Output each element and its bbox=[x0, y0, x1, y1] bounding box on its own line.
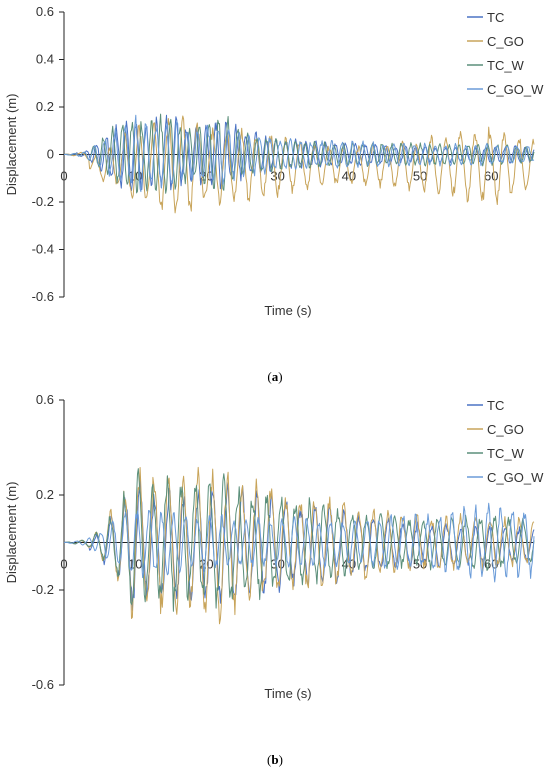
series-line-c-go-w bbox=[63, 502, 535, 583]
legend-label: C_GO_W bbox=[487, 470, 544, 485]
chart-panel-a: -0.6 -0.4 -0.2 0 0.2 0.4 0.6 0 10 20 30 40 50 60 Time … bbox=[0, 0, 550, 360]
series-line-tc-w bbox=[63, 113, 535, 194]
legend-label: TC_W bbox=[487, 446, 525, 461]
y-tick-label: -0.2 bbox=[32, 194, 54, 209]
y-tick-label: -0.4 bbox=[32, 242, 54, 257]
y-tick-label: 0.2 bbox=[36, 99, 54, 114]
y-tick-label: 0.2 bbox=[36, 487, 54, 502]
y-tick-label: 0.4 bbox=[36, 52, 54, 67]
x-tick-label: 30 bbox=[270, 169, 284, 184]
x-tick-label: 60 bbox=[484, 169, 498, 184]
chart-a-svg: -0.6-0.4-0.200.20.40.60 10 20 30 40 50 60Time … bbox=[4, 4, 544, 318]
y-axis-title: Displacement (m) bbox=[4, 94, 19, 196]
series-line-c-go bbox=[63, 466, 535, 625]
panel-label-b-text: b bbox=[271, 752, 279, 767]
legend-label: TC bbox=[487, 398, 504, 413]
x-tick-label: 50 bbox=[413, 169, 427, 184]
y-tick-label: -0.6 bbox=[32, 677, 54, 692]
panel-label-a: (a) bbox=[267, 369, 283, 384]
y-tick-label: 0 bbox=[47, 147, 54, 162]
x-axis-title: Time (s) bbox=[264, 303, 311, 318]
x-tick-label: 0 bbox=[60, 169, 67, 184]
y-tick-label: -0.2 bbox=[32, 582, 54, 597]
y-tick-label: -0.6 bbox=[32, 289, 54, 304]
legend-label: C_GO_W bbox=[487, 82, 544, 97]
x-tick-label: 0 bbox=[60, 557, 67, 572]
legend-label: C_GO bbox=[487, 34, 524, 49]
chart-panel-b: -0.6 -0.2 0.2 0.6 0 10 20 30 40 50 60 Time (s) Displ… bbox=[0, 388, 550, 748]
series-line-c-go-w bbox=[63, 114, 535, 193]
legend-label: TC_W bbox=[487, 58, 525, 73]
legend-label: TC bbox=[487, 10, 504, 25]
x-tick-label: 20 bbox=[199, 557, 213, 572]
y-tick-label: 0.6 bbox=[36, 392, 54, 407]
panel-label-b: (b) bbox=[267, 752, 283, 767]
legend-label: C_GO bbox=[487, 422, 524, 437]
y-tick-label: 0.6 bbox=[36, 4, 54, 19]
x-axis-title: Time (s) bbox=[264, 686, 311, 701]
y-axis-title: Displacement (m) bbox=[4, 482, 19, 584]
panel-label-a-text: a bbox=[271, 369, 279, 384]
